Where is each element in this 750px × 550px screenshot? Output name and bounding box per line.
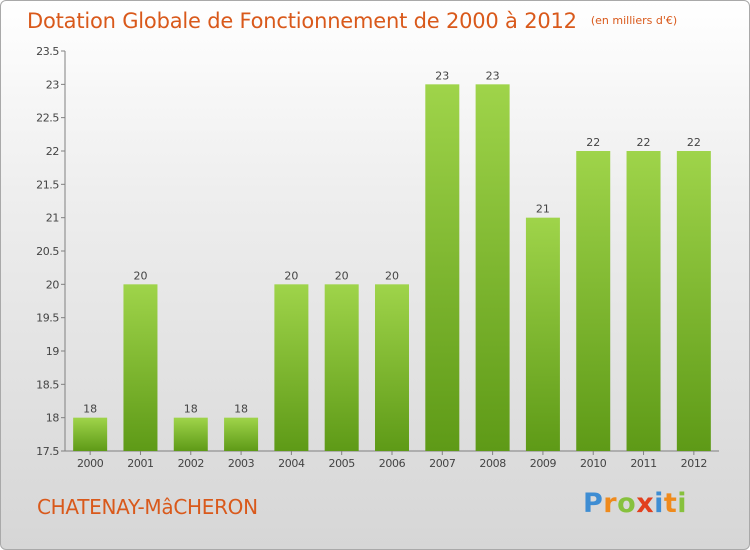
- bar-2009: [525, 217, 560, 451]
- bar-2010: [576, 151, 611, 451]
- x-tick-label: 2004: [278, 457, 305, 470]
- data-label: 20: [385, 269, 399, 282]
- logo-letter: x: [636, 488, 655, 519]
- bar-2004: [274, 284, 309, 451]
- data-label: 21: [536, 203, 550, 216]
- y-tick-label: 19: [46, 345, 60, 358]
- bar-2007: [425, 84, 460, 451]
- data-label: 18: [234, 403, 248, 416]
- data-label: 22: [687, 136, 701, 149]
- x-tick-label: 2007: [429, 457, 456, 470]
- y-tick-label: 23: [46, 78, 60, 91]
- y-tick-label: 22: [46, 145, 59, 158]
- data-label: 22: [637, 136, 651, 149]
- y-tick-label: 20: [46, 278, 60, 291]
- bar-2003: [224, 417, 259, 451]
- x-tick-label: 2003: [228, 457, 255, 470]
- proxiti-logo: Proxiti: [583, 488, 687, 519]
- x-tick-label: 2012: [681, 457, 707, 470]
- title-text: Dotation Globale de Fonctionnement de 20…: [27, 9, 577, 33]
- city-name: CHATENAY-MâCHERON: [37, 495, 258, 519]
- bar-2005: [324, 284, 359, 451]
- unit-label: (en milliers d'€): [590, 14, 678, 27]
- y-tick-label: 17.5: [36, 445, 59, 458]
- bar-2000: [73, 417, 108, 451]
- y-tick-label: 23.5: [36, 45, 59, 58]
- y-tick-label: 18: [46, 412, 60, 425]
- y-tick-label: 19.5: [36, 312, 59, 325]
- bar-2002: [173, 417, 208, 451]
- x-tick-label: 2011: [630, 457, 656, 470]
- data-label: 20: [133, 269, 147, 282]
- data-label: 20: [335, 269, 349, 282]
- logo-letter: r: [603, 488, 618, 519]
- logo-letter: i: [654, 488, 664, 519]
- y-tick-label: 20.5: [36, 245, 59, 258]
- bar-2008: [475, 84, 510, 451]
- x-tick-label: 2010: [580, 457, 607, 470]
- data-label: 23: [486, 69, 500, 82]
- x-tick-label: 2006: [379, 457, 406, 470]
- bar-2006: [375, 284, 409, 451]
- data-label: 18: [83, 403, 97, 416]
- logo-letter: o: [617, 488, 637, 519]
- x-tick-label: 2001: [127, 457, 153, 470]
- bar-2011: [626, 151, 661, 451]
- chart-title: Dotation Globale de Fonctionnement de 20…: [27, 9, 677, 33]
- y-tick-label: 18.5: [36, 378, 59, 391]
- logo-letter: i: [677, 488, 688, 519]
- bar-2012: [676, 151, 711, 451]
- y-tick-label: 21.5: [36, 178, 59, 191]
- x-tick-label: 2009: [530, 457, 557, 470]
- data-label: 20: [284, 269, 298, 282]
- data-label: 23: [435, 69, 449, 82]
- data-label: 22: [586, 136, 600, 149]
- y-tick-label: 22.5: [36, 112, 59, 125]
- logo-letter: t: [663, 488, 678, 519]
- bar-2001: [123, 284, 158, 451]
- data-label: 18: [184, 403, 198, 416]
- x-tick-label: 2000: [77, 457, 104, 470]
- logo-letter: P: [583, 488, 604, 519]
- y-tick-label: 21: [46, 212, 59, 225]
- x-tick-label: 2005: [328, 457, 355, 470]
- x-tick-label: 2002: [178, 457, 204, 470]
- x-tick-label: 2008: [479, 457, 506, 470]
